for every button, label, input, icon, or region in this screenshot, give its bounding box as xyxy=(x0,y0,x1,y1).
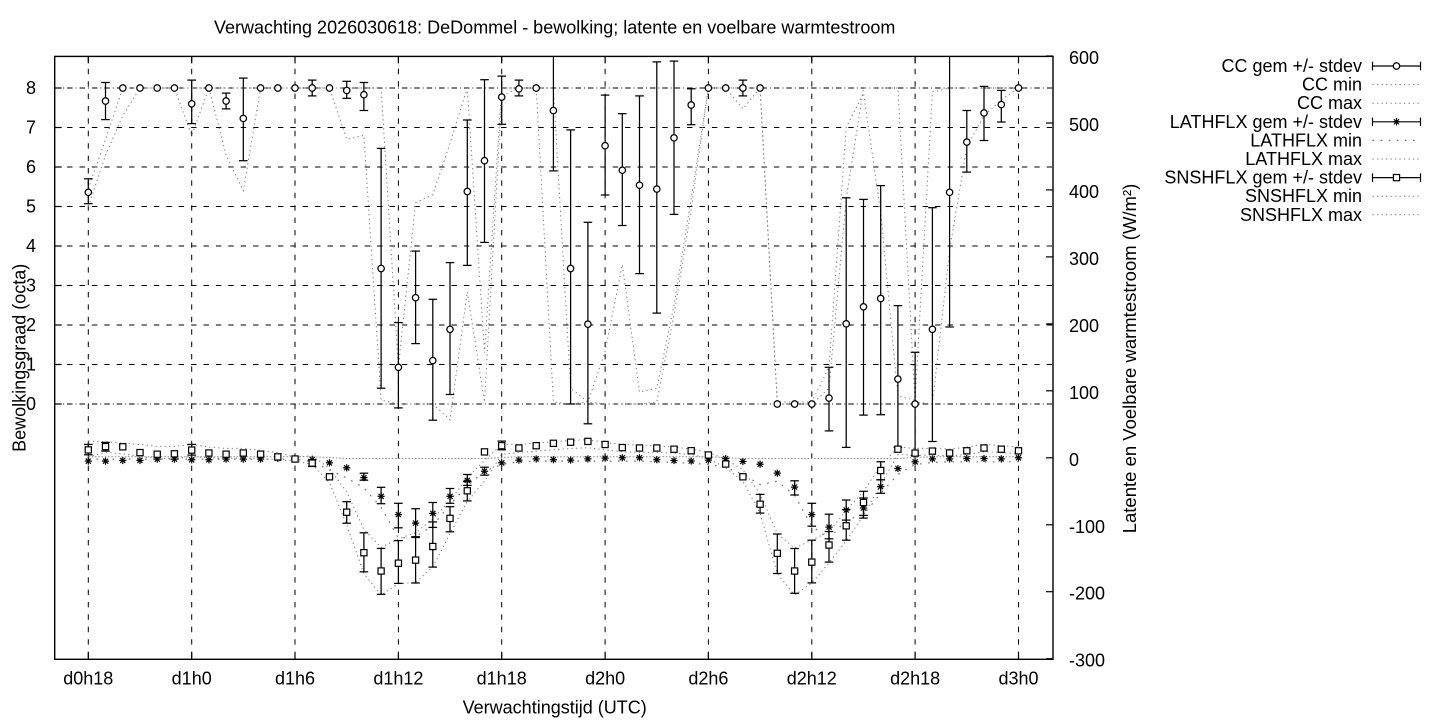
svg-text:CC gem +/- stdev: CC gem +/- stdev xyxy=(1221,56,1362,76)
svg-text:d0h18: d0h18 xyxy=(63,669,113,689)
svg-text:Verwachting 2026030618: DeDomm: Verwachting 2026030618: DeDommel - bewol… xyxy=(214,18,895,38)
svg-text:-300: -300 xyxy=(1069,651,1105,671)
svg-text:2: 2 xyxy=(26,315,36,335)
svg-text:d2h0: d2h0 xyxy=(585,669,625,689)
svg-text:d2h6: d2h6 xyxy=(688,669,728,689)
svg-text:d3h0: d3h0 xyxy=(998,669,1038,689)
svg-text:200: 200 xyxy=(1069,316,1099,336)
svg-text:400: 400 xyxy=(1069,182,1099,202)
svg-text:6: 6 xyxy=(26,157,36,177)
svg-text:d1h18: d1h18 xyxy=(477,669,527,689)
svg-text:CC min: CC min xyxy=(1302,75,1362,95)
svg-text:7: 7 xyxy=(26,118,36,138)
svg-text:600: 600 xyxy=(1069,48,1099,68)
svg-text:d1h0: d1h0 xyxy=(172,669,212,689)
svg-text:d1h12: d1h12 xyxy=(373,669,423,689)
svg-text:0: 0 xyxy=(1069,450,1079,470)
svg-text:8: 8 xyxy=(26,78,36,98)
svg-text:LATHFLX min: LATHFLX min xyxy=(1250,130,1362,150)
svg-text:1: 1 xyxy=(26,355,36,375)
svg-text:-200: -200 xyxy=(1069,584,1105,604)
svg-text:100: 100 xyxy=(1069,383,1099,403)
svg-text:SNSHFLX gem +/- stdev: SNSHFLX gem +/- stdev xyxy=(1164,168,1362,188)
svg-text:-100: -100 xyxy=(1069,517,1105,537)
svg-text:SNSHFLX max: SNSHFLX max xyxy=(1240,205,1362,225)
svg-text:0: 0 xyxy=(26,394,36,414)
svg-text:d2h18: d2h18 xyxy=(890,669,940,689)
svg-text:300: 300 xyxy=(1069,249,1099,269)
svg-text:3: 3 xyxy=(26,276,36,296)
svg-text:Verwachtingstijd (UTC): Verwachtingstijd (UTC) xyxy=(463,698,647,718)
svg-text:4: 4 xyxy=(26,236,36,256)
svg-text:d1h6: d1h6 xyxy=(275,669,315,689)
svg-text:500: 500 xyxy=(1069,115,1099,135)
svg-text:d2h12: d2h12 xyxy=(787,669,837,689)
svg-text:Latente en Voelbare warmtestro: Latente en Voelbare warmtestroom (W/m²) xyxy=(1119,184,1140,534)
svg-text:Bewolkingsgraad (octa): Bewolkingsgraad (octa) xyxy=(10,264,30,452)
svg-text:CC max: CC max xyxy=(1297,93,1362,113)
svg-text:LATHFLX max: LATHFLX max xyxy=(1245,149,1362,169)
svg-text:5: 5 xyxy=(26,197,36,217)
svg-text:LATHFLX gem +/- stdev: LATHFLX gem +/- stdev xyxy=(1170,112,1362,132)
svg-text:SNSHFLX min: SNSHFLX min xyxy=(1245,186,1362,206)
